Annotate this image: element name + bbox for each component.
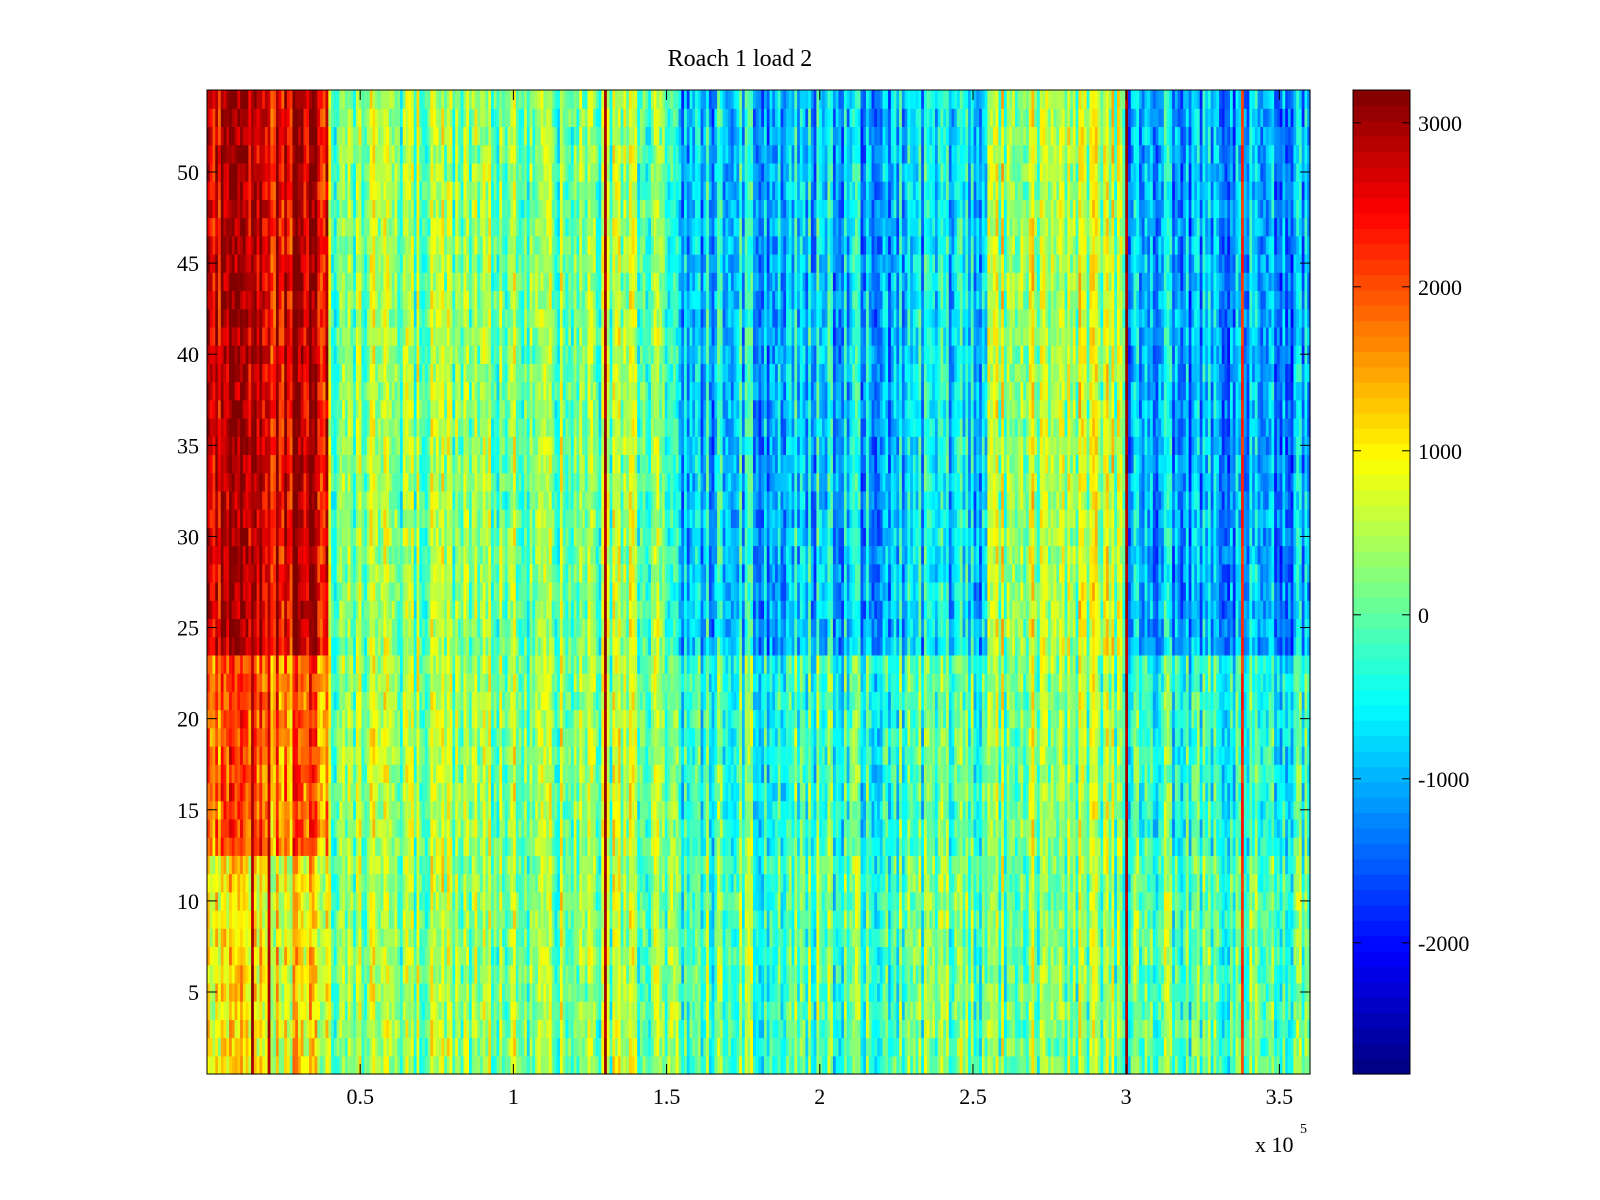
chart-title: Roach 1 load 2 bbox=[668, 46, 813, 72]
heatmap-cells bbox=[207, 90, 1311, 1075]
heatmap-figure: Roach 1 load 2 0.5 1 1.5 2 2.5 3 3.5 510152025… bbox=[0, 0, 1600, 1200]
